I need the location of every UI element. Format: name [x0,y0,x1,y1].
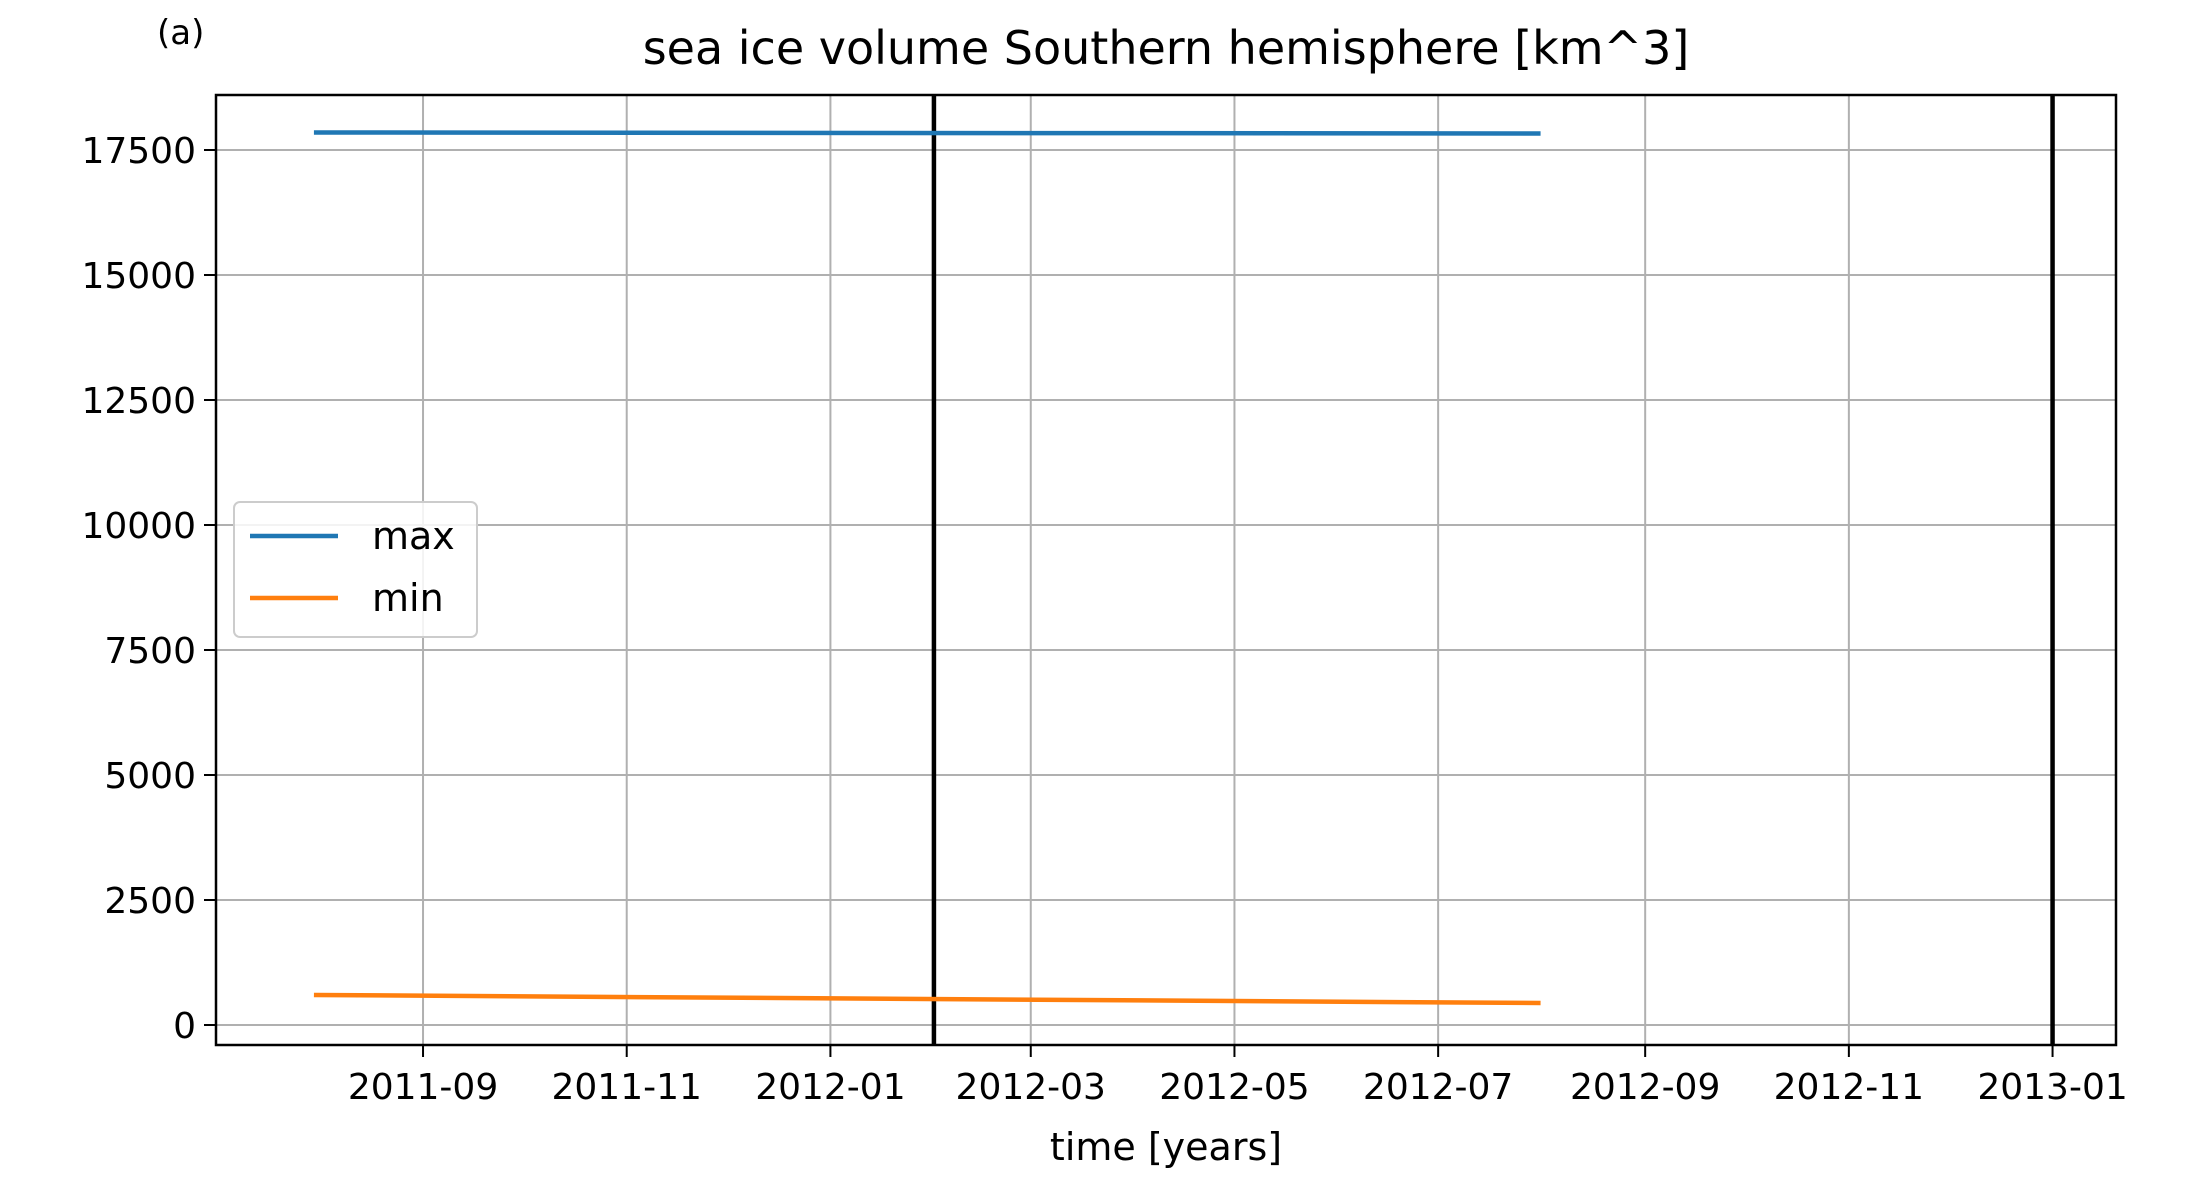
chart-title: sea ice volume Southern hemisphere [km^3… [643,21,1690,75]
x-tick-label: 2012-11 [1774,1067,1924,1108]
x-tick-label: 2012-07 [1363,1067,1513,1108]
y-tick-label: 12500 [81,381,196,422]
y-tick-label: 0 [173,1006,196,1047]
plot-frame [214,93,2118,1047]
x-axis-ticks: 2011-09 2011-11 2012-01 2012-03 2012-05 2012-… [348,1045,2128,1108]
y-tick-label: 2500 [104,881,196,922]
series-line-min [313,992,1541,1006]
legend: max min [233,501,478,638]
y-axis-ticks: 0 2500 5000 7500 10000 12500 15000 17500 [81,131,216,1047]
x-tick-label: 2012-01 [755,1067,905,1108]
x-axis-label: time [years] [1050,1125,1282,1169]
y-tick-label: 17500 [81,131,196,172]
panel-label: (a) [157,13,204,53]
x-tick-label: 2012-03 [956,1067,1106,1108]
series-line-max [313,130,1541,136]
x-tick-label: 2012-05 [1159,1067,1309,1108]
vertical-markers [931,95,2055,1045]
y-tick-label: 10000 [81,506,196,547]
legend-label-min: min [372,576,444,620]
y-tick-label: 7500 [104,631,196,672]
x-tick-label: 2012-09 [1570,1067,1720,1108]
y-tick-label: 5000 [104,756,196,797]
x-tick-label: 2011-11 [552,1067,702,1108]
x-tick-label: 2013-01 [1977,1067,2127,1108]
series-lines [313,130,1541,1006]
legend-label-max: max [372,514,455,558]
y-tick-label: 15000 [81,256,196,297]
x-tick-label: 2011-09 [348,1067,498,1108]
